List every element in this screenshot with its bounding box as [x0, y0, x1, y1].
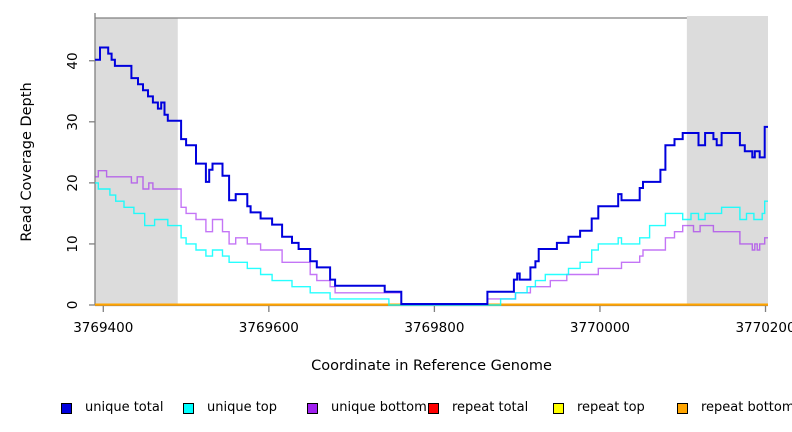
- y-axis-title: Read Coverage Depth: [19, 81, 35, 242]
- legend-swatch-repeat-bottom: [677, 403, 688, 414]
- series-line-unique-total: [95, 46, 768, 305]
- legend: unique total unique top unique bottom repea…: [0, 398, 792, 422]
- legend-swatch-unique-bottom: [307, 403, 318, 414]
- x-axis-title: Coordinate in Reference Genome: [311, 358, 552, 374]
- legend-swatch-repeat-top: [553, 403, 564, 414]
- legend-swatch-unique-top: [183, 403, 194, 414]
- x-tick-label-2: 3769800: [404, 320, 465, 336]
- legend-swatch-unique-total: [61, 403, 72, 414]
- legend-label-repeat-total: repeat total: [452, 400, 529, 415]
- x-tick-label-3: 3770000: [569, 320, 631, 336]
- x-tick-label-1: 3769600: [238, 320, 299, 336]
- x-tick-label-0: 3769400: [73, 320, 134, 336]
- legend-label-unique-bottom: unique bottom: [331, 400, 427, 415]
- y-tick-label-1: 10: [65, 235, 81, 253]
- y-tick-label-2: 20: [65, 174, 81, 192]
- y-tick-label-4: 40: [65, 52, 81, 70]
- repeat-region-right-band: [686, 16, 768, 305]
- legend-swatch-repeat-total: [428, 403, 439, 414]
- legend-label-repeat-bottom: repeat bottom: [701, 400, 792, 415]
- legend-label-unique-top: unique top: [207, 400, 278, 415]
- series-line-unique-bottom: [95, 170, 768, 306]
- legend-label-unique-total: unique total: [85, 400, 164, 415]
- y-tick-label-3: 30: [65, 113, 81, 131]
- x-tick-label-4: 3770200: [735, 320, 792, 336]
- series-line-unique-top: [95, 182, 768, 306]
- repeat-region-left-band: [95, 18, 178, 305]
- y-tick-label-0: 0: [65, 300, 81, 310]
- legend-label-repeat-top: repeat top: [577, 400, 645, 415]
